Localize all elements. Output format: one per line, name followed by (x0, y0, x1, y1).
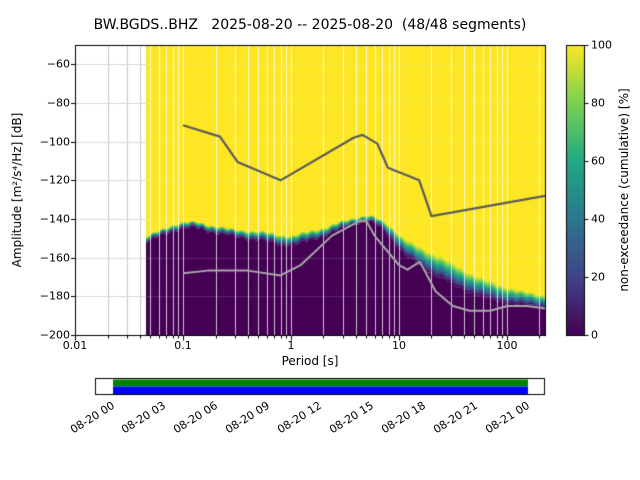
x-tick-label: 1 (287, 339, 295, 352)
y-tick-label: −120 (39, 173, 70, 187)
x-tick-label: 0.01 (62, 339, 88, 352)
y-tick-label: −200 (39, 328, 70, 342)
plot-title: BW.BGDS..BHZ 2025-08-20 -- 2025-08-20 (4… (93, 17, 527, 33)
colorbar-tick-label: 0 (591, 328, 598, 342)
y-tick-label: −180 (39, 289, 70, 303)
colorbar-label: non-exceedance (cumulative) [%] (617, 88, 631, 292)
x-tick-label: 0.1 (174, 339, 192, 352)
x-axis-label: Period [s] (281, 354, 339, 368)
y-tick-label: −140 (39, 212, 70, 226)
colorbar-tick-label: 20 (591, 270, 605, 284)
x-tick-label: 100 (496, 339, 518, 352)
colorbar-tick-label: 80 (591, 96, 605, 110)
y-tick-label: −160 (39, 251, 70, 265)
y-tick-label: −100 (39, 135, 70, 149)
colorbar-tick-label: 60 (591, 154, 605, 168)
y-axis-label: Amplitude [m²/s⁴/Hz] [dB] (10, 112, 24, 268)
x-tick-label: 10 (391, 339, 406, 352)
y-tick-label: −80 (46, 96, 70, 110)
y-tick-label: −60 (46, 57, 70, 71)
colorbar-tick-label: 40 (591, 212, 605, 226)
colorbar-tick-label: 100 (591, 38, 612, 52)
